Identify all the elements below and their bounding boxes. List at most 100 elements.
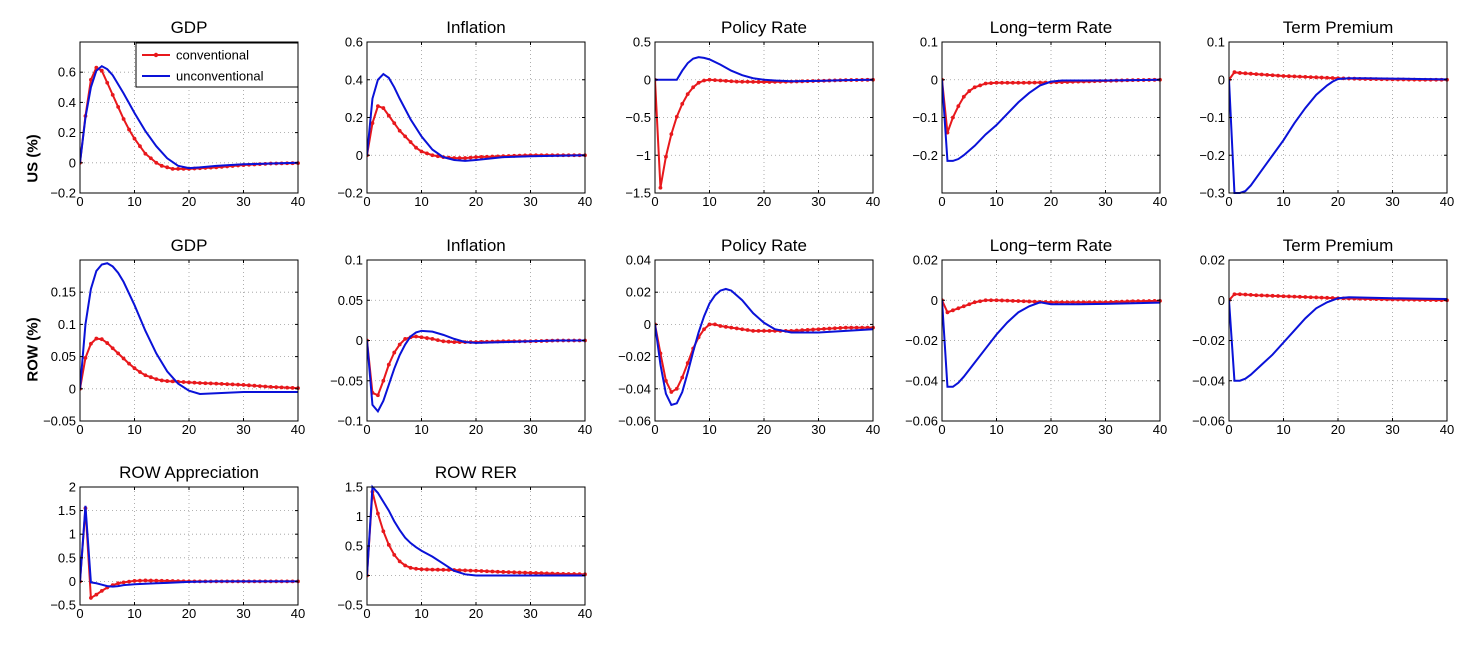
x-tick-label: 30 [236,194,250,209]
series-point-conventional [435,338,440,342]
y-tick-label: 0.1 [1207,35,1225,50]
x-tick-label: 20 [182,606,196,621]
series-point-conventional [1232,70,1237,75]
series-point-conventional [121,580,126,585]
series-point-conventional [143,151,148,156]
series-point-conventional [729,325,734,330]
series-point-conventional [989,81,993,86]
x-tick-label: 20 [1331,194,1345,209]
y-tick-label: 1 [356,509,363,524]
series-point-conventional [756,328,761,333]
series-point-conventional [370,121,375,126]
series-point-conventional [1248,71,1253,76]
series-point-conventional [734,326,739,331]
series-point-conventional [1325,75,1329,80]
y-tick-label: −0.5 [50,598,76,613]
series-point-conventional [386,542,391,547]
series-point-conventional [1032,80,1037,85]
series-point-conventional [463,156,467,160]
y-tick-label: −0.06 [905,414,938,429]
x-tick-label: 0 [651,422,658,437]
series-point-conventional [94,336,99,341]
series-point-conventional [1270,73,1275,78]
series-point-conventional [972,300,977,305]
subplot-title: GDP [171,236,208,255]
series-point-conventional [252,383,257,388]
series-point-conventional [685,92,690,96]
series-point-conventional [680,102,685,106]
series-line-unconventional [655,56,874,83]
x-tick-label: 30 [523,422,537,437]
series-point-conventional [403,134,408,139]
x-tick-label: 10 [414,606,428,621]
x-tick-label: 20 [182,194,196,209]
series-point-conventional [99,337,104,342]
subplot-0-0: 0 10 20 30 40−0.200.20.40.6GDPconventionalun… [50,18,305,209]
y-tick-label: 0.04 [626,253,651,268]
series-point-conventional [154,160,159,165]
series-point-conventional [181,380,186,384]
series-point-conventional [490,569,495,574]
x-tick-label: 10 [414,194,428,209]
x-tick-label: 40 [291,194,305,209]
subplot-title: Term Premium [1283,236,1394,255]
y-tick-label: 0 [69,381,76,396]
series-point-conventional [1016,80,1021,85]
y-tick-label: −0.2 [912,148,938,163]
x-tick-label: 40 [578,194,592,209]
x-tick-label: 0 [651,194,658,209]
y-tick-label: 0 [1218,293,1225,308]
x-tick-label: 0 [938,422,945,437]
x-tick-label: 40 [578,422,592,437]
series-point-conventional [159,378,164,383]
y-tick-label: −0.05 [330,373,363,388]
x-tick-label: 0 [76,422,83,437]
series-point-conventional [1243,292,1248,297]
y-tick-label: 0 [69,574,76,589]
series-point-conventional [811,327,815,332]
series-point-conventional [187,380,191,385]
series-point-conventional [978,83,983,88]
y-tick-label: −0.04 [618,381,651,396]
series-point-conventional [495,569,500,574]
series-point-conventional [506,570,511,575]
series-point-conventional [176,166,181,171]
series-point-conventional [1238,292,1242,297]
series-point-conventional [1060,300,1064,305]
series-point-conventional [1070,300,1075,305]
series-point-conventional [386,113,391,118]
series-point-conventional [1287,294,1291,299]
series-point-conventional [148,578,153,583]
series-point-conventional [983,81,988,86]
series-point-conventional [148,375,153,380]
series-point-conventional [143,373,148,378]
series-point-conventional [121,117,126,121]
series-point-conventional [127,361,131,366]
series-point-conventional [441,339,446,344]
series-point-conventional [468,568,473,573]
y-tick-label: −0.2 [1199,148,1225,163]
series-point-conventional [127,579,131,584]
series-point-conventional [1076,300,1081,305]
series-point-conventional [961,304,966,309]
series-point-conventional [544,571,549,576]
x-tick-label: 20 [1044,422,1058,437]
series-point-conventional [751,79,755,84]
y-tick-label: 0.1 [345,253,363,268]
series-point-conventional [805,327,810,332]
series-point-conventional [159,578,164,583]
series-line-unconventional [367,329,585,414]
series-point-conventional [989,298,993,303]
series-point-conventional [452,340,457,345]
series-point-conventional [425,151,429,156]
x-tick-label: 0 [1225,422,1232,437]
series-point-conventional [485,154,489,159]
series-point-conventional [457,156,462,160]
series-point-conventional [392,350,397,355]
y-tick-label: 1.5 [58,503,76,518]
series-point-conventional [994,298,999,303]
subplot-title: Long−term Rate [990,18,1112,37]
series-point-conventional [967,89,972,93]
